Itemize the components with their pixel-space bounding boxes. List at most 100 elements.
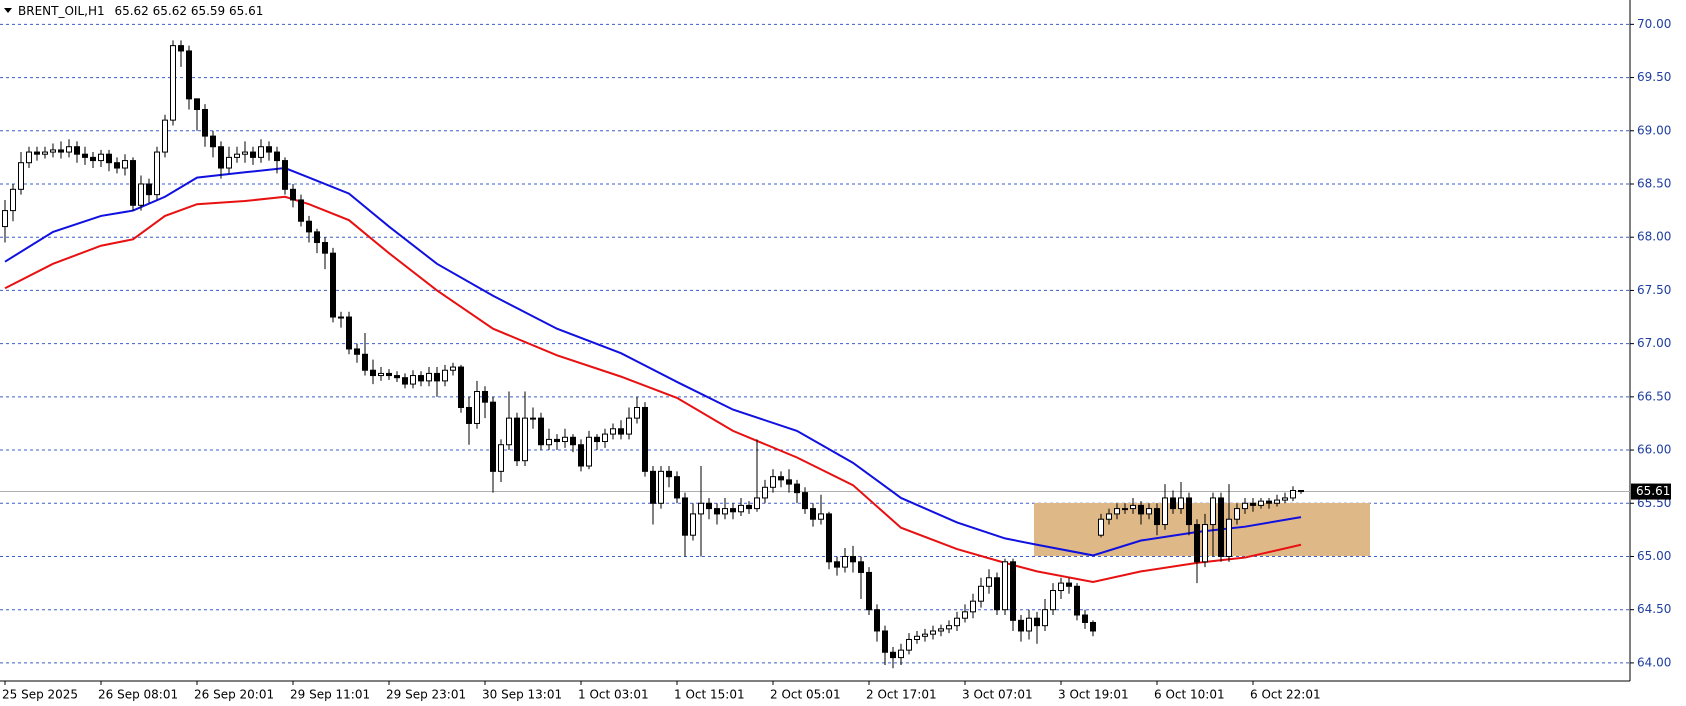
candle xyxy=(306,215,312,243)
candle xyxy=(898,643,904,666)
candle-body xyxy=(1138,504,1144,515)
candle xyxy=(354,343,360,363)
candle xyxy=(386,369,392,380)
y-tick-label: 68.50 xyxy=(1637,176,1671,190)
candle xyxy=(1162,484,1168,530)
candle xyxy=(666,466,672,488)
candle-body xyxy=(10,188,16,212)
candle-body xyxy=(498,444,504,472)
candle-body xyxy=(1266,500,1272,504)
candle xyxy=(154,146,160,200)
candle-body xyxy=(642,406,648,472)
candle xyxy=(314,228,320,254)
candle-body xyxy=(130,160,136,206)
candle xyxy=(490,396,496,493)
candle-body xyxy=(18,162,24,190)
candle-body xyxy=(442,369,448,382)
candle-body xyxy=(514,417,520,462)
candle xyxy=(210,130,216,158)
candle xyxy=(1018,615,1024,642)
candle xyxy=(698,466,704,557)
candle xyxy=(866,567,872,616)
candle-body xyxy=(850,555,856,563)
candle-body xyxy=(314,231,320,244)
candle xyxy=(450,362,456,376)
candle xyxy=(1298,489,1304,494)
y-tick-label: 64.00 xyxy=(1637,655,1671,669)
candle-body xyxy=(1154,508,1160,526)
candle xyxy=(74,141,80,163)
y-tick-label: 66.50 xyxy=(1637,389,1671,403)
y-tick-label: 67.00 xyxy=(1637,336,1671,350)
moving-average xyxy=(4,167,1302,557)
candle xyxy=(442,364,448,387)
candle-body xyxy=(858,561,864,573)
candle-body xyxy=(946,625,952,630)
candle xyxy=(298,194,304,227)
candle xyxy=(1122,503,1128,514)
candle-body xyxy=(1234,508,1240,520)
candle-body xyxy=(426,372,432,382)
candle xyxy=(970,593,976,619)
candle-body xyxy=(322,242,328,254)
candle-body xyxy=(1002,561,1008,611)
candle-body xyxy=(330,252,336,318)
candle xyxy=(98,149,104,167)
candle-body xyxy=(378,372,384,377)
candle-body xyxy=(82,153,88,158)
candle-body xyxy=(602,433,608,443)
candle-body xyxy=(1282,497,1288,501)
candle xyxy=(466,396,472,445)
candle-body xyxy=(834,561,840,568)
candle xyxy=(234,146,240,163)
candle-body xyxy=(90,156,96,162)
candle-body xyxy=(210,135,216,148)
moving-average xyxy=(4,195,1302,584)
candle xyxy=(338,311,344,328)
candle-body xyxy=(978,585,984,602)
candle-body xyxy=(898,649,904,659)
candle xyxy=(418,371,424,387)
price-label: 65.61 xyxy=(1636,484,1670,498)
candle xyxy=(922,628,928,642)
candle-body xyxy=(242,151,248,155)
candle-body xyxy=(714,508,720,515)
candle-body xyxy=(842,555,848,568)
candle-body xyxy=(298,199,304,222)
candle xyxy=(50,143,56,158)
candle-body xyxy=(274,151,280,162)
x-tick-label: 26 Sep 20:01 xyxy=(194,688,274,702)
candle xyxy=(426,367,432,387)
candle-body xyxy=(466,406,472,424)
candle xyxy=(994,572,1000,616)
candle-body xyxy=(202,108,208,137)
candle-body xyxy=(586,436,592,467)
candle xyxy=(474,380,480,429)
candle-body xyxy=(754,497,760,510)
x-tick-label: 2 Oct 05:01 xyxy=(770,688,841,702)
candle-body xyxy=(1178,497,1184,510)
candle xyxy=(378,367,384,381)
candle-body xyxy=(626,417,632,435)
y-tick-label: 69.00 xyxy=(1637,123,1671,137)
candle xyxy=(434,367,440,397)
candle xyxy=(362,332,368,376)
candle xyxy=(218,141,224,179)
candle-body xyxy=(810,508,816,520)
candle xyxy=(530,407,536,429)
candle-body xyxy=(1074,585,1080,616)
candle-body xyxy=(490,401,496,472)
candle-body xyxy=(26,151,32,164)
candle xyxy=(2,199,8,243)
x-tick-label: 29 Sep 23:01 xyxy=(386,688,466,702)
candle xyxy=(122,154,128,176)
candle-body xyxy=(1042,609,1048,627)
candle xyxy=(90,152,96,169)
candle-body xyxy=(1130,504,1136,510)
candle-body xyxy=(402,377,408,385)
candle xyxy=(722,497,728,520)
candle-body xyxy=(722,508,728,515)
candle xyxy=(578,439,584,472)
candle-body xyxy=(570,436,576,446)
candle-body xyxy=(1122,508,1128,511)
